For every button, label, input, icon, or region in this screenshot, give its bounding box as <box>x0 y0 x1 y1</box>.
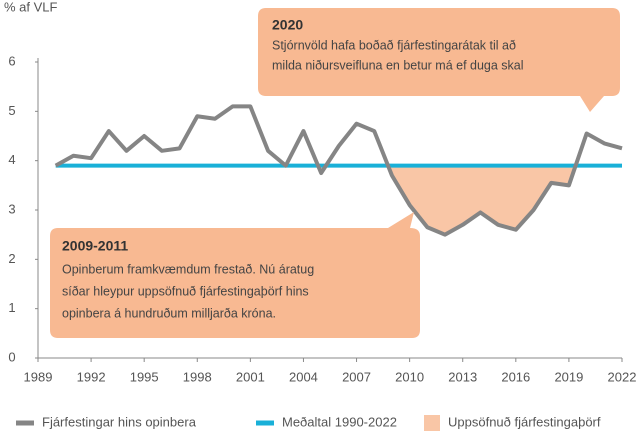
legend: Fjárfestingar hins opinbera Meðaltal 1990… <box>16 414 601 431</box>
y-axis-label: % af VLF <box>4 0 58 14</box>
y-tick-label: 6 <box>8 53 15 68</box>
y-tick-label: 4 <box>8 152 15 167</box>
x-tick-label: 2001 <box>236 369 265 384</box>
legend-label: Meðaltal 1990-2022 <box>282 414 397 429</box>
legend-label: Fjárfestingar hins opinbera <box>42 414 197 429</box>
annotation-text: Opinberum framkvæmdum frestað. Nú áratug <box>62 262 314 276</box>
y-tick-label: 2 <box>8 251 15 266</box>
annotation-text: opinbera á hundruðum milljarða króna. <box>62 306 276 320</box>
y-tick-label: 0 <box>8 349 15 364</box>
legend-swatch <box>424 415 440 431</box>
x-tick-label: 2010 <box>395 369 424 384</box>
y-tick-label: 5 <box>8 103 15 118</box>
x-tick-label: 2022 <box>608 369 637 384</box>
area <box>388 165 576 235</box>
annotation-box <box>258 8 620 112</box>
x-tick-label: 2019 <box>554 369 583 384</box>
annotation-box <box>50 212 420 338</box>
plot: 0 1 2 3 4 5 6 1989 1992 1995 1998 2001 2004 2007 2010 2… <box>8 53 636 384</box>
y-tick-label: 1 <box>8 300 15 315</box>
x-tick-label: 2007 <box>342 369 371 384</box>
x-tick-label: 1998 <box>183 369 212 384</box>
annotation-text: síðar hleypur uppsöfnuð fjárfestingaþörf… <box>62 284 309 298</box>
annotation-title: 2020 <box>272 17 303 33</box>
annotation-text: milda niðursveifluna en betur má ef duga… <box>272 58 524 72</box>
legend-label: Uppsöfnuð fjárfestingaþörf <box>448 414 601 429</box>
series-line <box>54 104 623 237</box>
x-tick-label: 1995 <box>130 369 159 384</box>
x-tick-label: 2013 <box>448 369 477 384</box>
annotation-text: Stjórnvöld hafa boðað fjárfestingarátak … <box>272 38 516 52</box>
x-tick-label: 2004 <box>289 369 318 384</box>
annotation-title: 2009-2011 <box>62 238 128 254</box>
x-tick-label: 1992 <box>77 369 106 384</box>
x-tick-label: 1989 <box>24 369 53 384</box>
y-tick-label: 3 <box>8 201 15 216</box>
x-tick-label: 2016 <box>501 369 530 384</box>
